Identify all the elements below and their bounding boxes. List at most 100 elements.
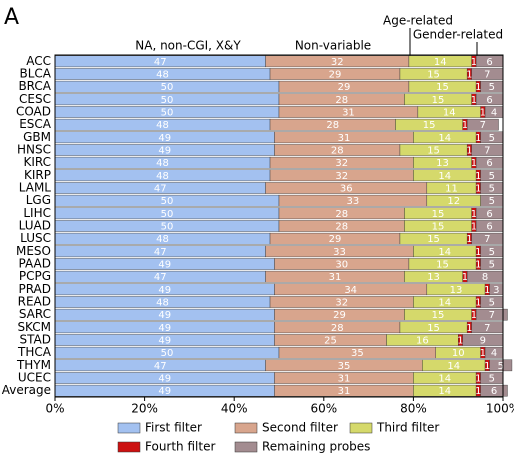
data-label: 15 <box>432 222 445 233</box>
data-label: 13 <box>427 272 440 283</box>
data-label: 1 <box>466 323 472 334</box>
legend-label: First filter <box>145 421 202 435</box>
data-label: 9 <box>480 336 486 347</box>
data-label: 47 <box>154 361 167 372</box>
data-label: 1 <box>484 361 490 372</box>
data-label: 15 <box>432 209 445 220</box>
data-label: 28 <box>326 120 339 131</box>
data-label: 50 <box>161 95 174 106</box>
y-tick-label: PAAD <box>19 257 51 271</box>
data-label: 7 <box>480 120 486 131</box>
data-label: 1 <box>475 133 481 144</box>
x-tick-label: 60% <box>310 402 337 416</box>
data-label: 5 <box>489 260 495 271</box>
data-label: 12 <box>447 196 460 207</box>
data-label: 15 <box>436 82 449 93</box>
data-label: 49 <box>158 133 171 144</box>
data-label: 1 <box>462 272 468 283</box>
data-label: 49 <box>158 323 171 334</box>
data-label: 5 <box>489 298 495 309</box>
data-label: 8 <box>482 272 488 283</box>
data-label: 1 <box>480 348 486 359</box>
data-label: 33 <box>333 247 346 258</box>
y-tick-label: KIRC <box>23 155 51 169</box>
data-label: 5 <box>489 133 495 144</box>
data-label: 1 <box>466 146 472 157</box>
y-tick-label: STAD <box>20 333 51 347</box>
y-tick-label: READ <box>18 295 51 309</box>
data-label: 14 <box>438 133 451 144</box>
y-tick-label: LUSC <box>20 231 51 245</box>
data-label: 49 <box>158 386 171 397</box>
data-label: 29 <box>329 70 342 81</box>
data-label: 50 <box>161 82 174 93</box>
data-label: 28 <box>331 323 344 334</box>
legend-label: Second filter <box>262 421 338 435</box>
data-label: 6 <box>486 222 492 233</box>
data-label: 48 <box>156 298 169 309</box>
data-label: 32 <box>335 298 348 309</box>
bar-segment <box>480 384 508 397</box>
y-tick-label: LGG <box>26 193 51 207</box>
data-label: 49 <box>158 310 171 321</box>
data-label: 1 <box>471 222 477 233</box>
data-label: 15 <box>427 234 440 245</box>
data-label: 6 <box>486 57 492 68</box>
data-label: 1 <box>475 298 481 309</box>
data-label: 1 <box>475 82 481 93</box>
data-label: 5 <box>489 184 495 195</box>
data-label: 7 <box>484 234 490 245</box>
y-tick-label: CESC <box>19 92 51 106</box>
data-label: 49 <box>158 374 171 385</box>
data-label: 32 <box>335 158 348 169</box>
data-label: 3 <box>493 285 499 296</box>
data-label: 31 <box>338 133 351 144</box>
data-label: 10 <box>452 348 465 359</box>
data-label: 5 <box>498 361 504 372</box>
data-label: 50 <box>161 108 174 119</box>
x-tick-label: 20% <box>131 402 158 416</box>
data-label: 5 <box>489 374 495 385</box>
data-label: 48 <box>156 120 169 131</box>
data-label: 1 <box>466 70 472 81</box>
data-label: 28 <box>331 146 344 157</box>
data-label: 49 <box>158 336 171 347</box>
data-label: 7 <box>484 146 490 157</box>
data-label: 25 <box>324 336 337 347</box>
data-label: 1 <box>471 95 477 106</box>
data-label: 30 <box>335 260 348 271</box>
data-label: 11 <box>445 184 458 195</box>
y-tick-label: SKCM <box>17 320 51 334</box>
data-label: 4 <box>491 348 497 359</box>
data-label: 13 <box>450 285 463 296</box>
x-tick-label: 40% <box>221 402 248 416</box>
legend-swatch <box>349 422 373 434</box>
y-tick-label: UCEC <box>18 371 51 385</box>
y-tick-label: ESCA <box>19 117 52 131</box>
data-label: 48 <box>156 70 169 81</box>
y-tick-label: THCA <box>17 345 52 359</box>
data-label: 1 <box>475 171 481 182</box>
data-label: 28 <box>335 95 348 106</box>
data-label: 15 <box>436 260 449 271</box>
x-tick-label: 100% <box>486 402 514 416</box>
panel-label: A <box>4 5 19 30</box>
data-label: 1 <box>484 285 490 296</box>
bar-segment <box>475 308 508 321</box>
data-label: 48 <box>156 158 169 169</box>
y-tick-label: PCPG <box>19 269 51 283</box>
data-label: 47 <box>154 272 167 283</box>
data-label: 1 <box>466 234 472 245</box>
data-label: 7 <box>484 323 490 334</box>
legend-swatch <box>117 441 141 453</box>
data-label: 50 <box>161 222 174 233</box>
data-label: 31 <box>338 374 351 385</box>
data-label: 14 <box>438 171 451 182</box>
data-label: 49 <box>158 146 171 157</box>
data-label: 31 <box>338 386 351 397</box>
x-tick-label: 80% <box>400 402 427 416</box>
y-tick-label: LIHC <box>23 206 51 220</box>
data-label: 1 <box>471 57 477 68</box>
data-label: 47 <box>154 57 167 68</box>
data-label: 15 <box>427 146 440 157</box>
